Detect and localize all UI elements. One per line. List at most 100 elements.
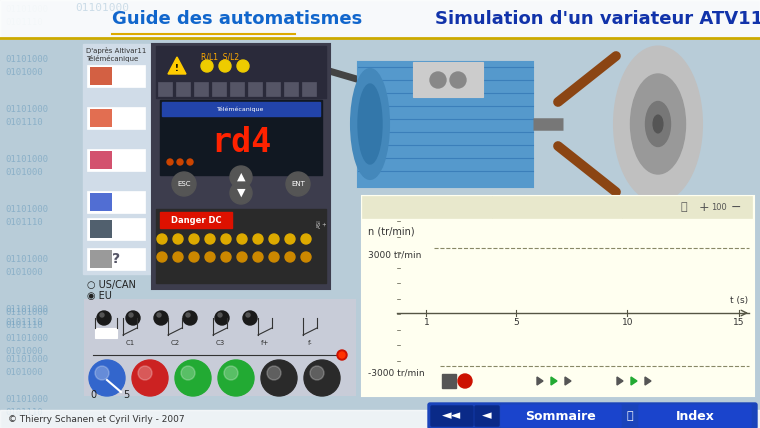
Circle shape	[189, 234, 199, 244]
Circle shape	[205, 252, 215, 262]
Ellipse shape	[358, 84, 382, 164]
Circle shape	[173, 234, 183, 244]
Bar	[90, 151, 112, 169]
FancyBboxPatch shape	[501, 405, 621, 427]
Text: Guide des automatismes: Guide des automatismes	[112, 10, 363, 28]
Circle shape	[157, 313, 161, 317]
Text: ◄◄: ◄◄	[442, 410, 461, 422]
Circle shape	[126, 311, 140, 325]
Circle shape	[301, 252, 311, 262]
Circle shape	[285, 252, 295, 262]
Text: C3: C3	[215, 340, 225, 346]
Bar	[87, 65, 145, 87]
FancyBboxPatch shape	[639, 405, 751, 427]
Bar	[302, 82, 316, 96]
Circle shape	[246, 313, 250, 317]
Circle shape	[186, 313, 190, 317]
Text: 0101000: 0101000	[5, 368, 43, 377]
Circle shape	[230, 166, 252, 188]
Text: rd4: rd4	[211, 125, 271, 158]
Text: 01101000: 01101000	[5, 355, 48, 364]
Text: Index: Index	[676, 410, 714, 422]
Text: 100: 100	[711, 202, 727, 211]
Polygon shape	[645, 377, 651, 385]
Text: Danger DC: Danger DC	[171, 216, 221, 225]
Bar	[160, 100, 322, 175]
Circle shape	[138, 366, 152, 380]
Bar	[87, 107, 145, 129]
Text: 0: 0	[90, 390, 96, 400]
Circle shape	[189, 252, 199, 262]
Ellipse shape	[653, 115, 663, 133]
Text: 01101000: 01101000	[5, 205, 48, 214]
Circle shape	[237, 60, 249, 72]
Bar	[230, 82, 244, 96]
Text: 3000 tr/min: 3000 tr/min	[368, 250, 421, 259]
Circle shape	[224, 366, 238, 380]
Bar	[156, 209, 326, 283]
Circle shape	[97, 311, 111, 325]
Circle shape	[337, 350, 347, 360]
Text: ?: ?	[112, 252, 120, 266]
Bar	[284, 82, 298, 96]
Text: ◉ EU: ◉ EU	[87, 291, 112, 301]
Circle shape	[157, 234, 167, 244]
Circle shape	[253, 234, 263, 244]
Circle shape	[269, 234, 279, 244]
Text: 0101110: 0101110	[5, 318, 43, 327]
Circle shape	[301, 234, 311, 244]
Bar	[266, 82, 280, 96]
Circle shape	[269, 252, 279, 262]
Circle shape	[215, 311, 229, 325]
Bar	[362, 196, 492, 218]
Text: 01101000: 01101000	[5, 395, 48, 404]
Text: 01101000: 01101000	[75, 3, 129, 13]
Circle shape	[221, 252, 231, 262]
Circle shape	[172, 172, 196, 196]
Circle shape	[237, 234, 247, 244]
Text: f-: f-	[308, 340, 312, 346]
Ellipse shape	[631, 74, 686, 174]
Text: ○ US/CAN: ○ US/CAN	[87, 280, 136, 290]
Ellipse shape	[351, 69, 389, 179]
Text: 01101000: 01101000	[5, 255, 48, 264]
Circle shape	[339, 352, 345, 358]
Text: 15: 15	[733, 318, 745, 327]
Circle shape	[243, 311, 257, 325]
Text: 0101000: 0101000	[5, 68, 43, 77]
Circle shape	[187, 159, 193, 165]
Text: ENT: ENT	[291, 181, 305, 187]
Text: 5: 5	[513, 318, 518, 327]
Bar	[160, 212, 232, 228]
Text: ◄: ◄	[482, 410, 492, 422]
Bar	[358, 62, 533, 187]
Circle shape	[129, 313, 133, 317]
FancyBboxPatch shape	[431, 406, 473, 426]
Bar	[87, 218, 145, 240]
Circle shape	[167, 159, 173, 165]
Circle shape	[89, 360, 125, 396]
Text: 🔍: 🔍	[681, 202, 687, 212]
Text: Simulation d'un variateur ATV11: Simulation d'un variateur ATV11	[435, 10, 760, 28]
Text: 5: 5	[123, 390, 129, 400]
Text: 0101110: 0101110	[5, 321, 43, 330]
Circle shape	[218, 313, 222, 317]
Text: Télémécanique: Télémécanique	[86, 55, 138, 62]
Bar	[194, 82, 208, 96]
Bar	[90, 109, 112, 127]
Circle shape	[205, 234, 215, 244]
Text: 1: 1	[423, 318, 429, 327]
Text: −: −	[731, 200, 741, 214]
Text: !: !	[175, 63, 179, 72]
Bar	[413, 62, 483, 97]
Bar	[85, 300, 355, 395]
Bar	[0, 410, 760, 428]
Circle shape	[154, 311, 168, 325]
Bar	[362, 196, 754, 396]
Circle shape	[183, 311, 197, 325]
Circle shape	[221, 234, 231, 244]
Text: +: +	[698, 200, 709, 214]
Text: C2: C2	[170, 340, 179, 346]
Text: © Thierry Schanen et Cyril Virly - 2007: © Thierry Schanen et Cyril Virly - 2007	[8, 414, 185, 423]
Bar	[158, 82, 172, 96]
